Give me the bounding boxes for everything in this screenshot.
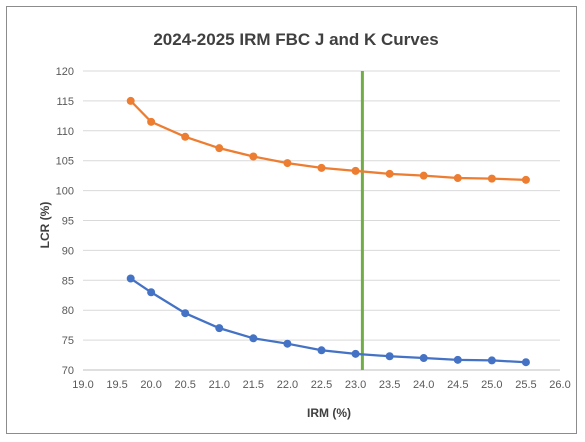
x-tick-label: 23.5 [379,379,400,391]
series-1-point [317,163,326,172]
y-tick-label: 80 [62,305,74,317]
series-2-point [521,358,530,367]
series-2-point [317,346,326,355]
series-1-point [521,175,530,184]
series-1-point [385,169,394,178]
series-1-point [487,174,496,183]
y-tick-label: 115 [56,96,74,108]
y-axis-title: LCR (%) [38,202,52,249]
x-tick-label: 21.0 [209,379,230,391]
x-tick-label: 20.0 [140,379,161,391]
x-tick-label: 24.0 [413,379,434,391]
series-2-point [147,288,156,297]
series-1-point [283,159,292,168]
series-1-point [249,152,258,161]
series-2-point [126,274,135,283]
y-tick-label: 95 [62,216,74,228]
series-2-point [487,356,496,365]
x-tick-label: 25.0 [481,379,502,391]
y-tick-label: 70 [62,365,74,377]
x-tick-label: 23.0 [345,379,366,391]
series-1-point [351,166,360,175]
series-group [126,96,530,367]
series-2-line [130,277,526,364]
series-1-point [215,144,224,153]
series-1-point [147,117,156,126]
x-tick-label: 22.5 [311,379,332,391]
y-tick-label: 85 [62,275,74,287]
series-1-point [419,171,428,180]
x-axis-title: IRM (%) [307,406,351,420]
series-2-point [385,352,394,361]
series-1-point [126,96,135,105]
series-2-point [453,355,462,364]
series-2-point [283,339,292,348]
series-2-point [249,334,258,343]
series-2-point [419,354,428,363]
x-tick-label: 20.5 [175,379,196,391]
series-2-point [351,349,360,358]
y-tick-label: 90 [62,245,74,257]
series-1-point [181,132,190,141]
grid-lines [83,70,560,341]
series-1-point [453,174,462,183]
x-tick-label: 22.0 [277,379,298,391]
y-tick-label: 100 [56,186,74,198]
x-tick-label: 21.5 [243,379,264,391]
x-tick-label: 25.5 [515,379,536,391]
y-tick-label: 75 [62,335,74,347]
y-axis-ticks: 70 75 80 85 90 95 100 105 110 115 120 [56,66,74,377]
x-axis-ticks: 19.0 19.5 20.0 20.5 21.0 21.5 22.0 22.5 23.0 23.5… [72,379,570,391]
x-tick-label: 26.0 [549,379,570,391]
y-tick-label: 105 [56,156,74,168]
chart-title: 2024-2025 IRM FBC J and K Curves [153,30,438,49]
y-tick-label: 120 [56,66,74,78]
series-1-line [129,100,526,181]
y-tick-label: 110 [56,126,74,138]
series-2-point [181,309,190,318]
x-tick-label: 24.5 [447,379,468,391]
series-2-point [215,324,224,333]
x-tick-label: 19.5 [106,379,127,391]
x-tick-label: 19.0 [72,379,93,391]
